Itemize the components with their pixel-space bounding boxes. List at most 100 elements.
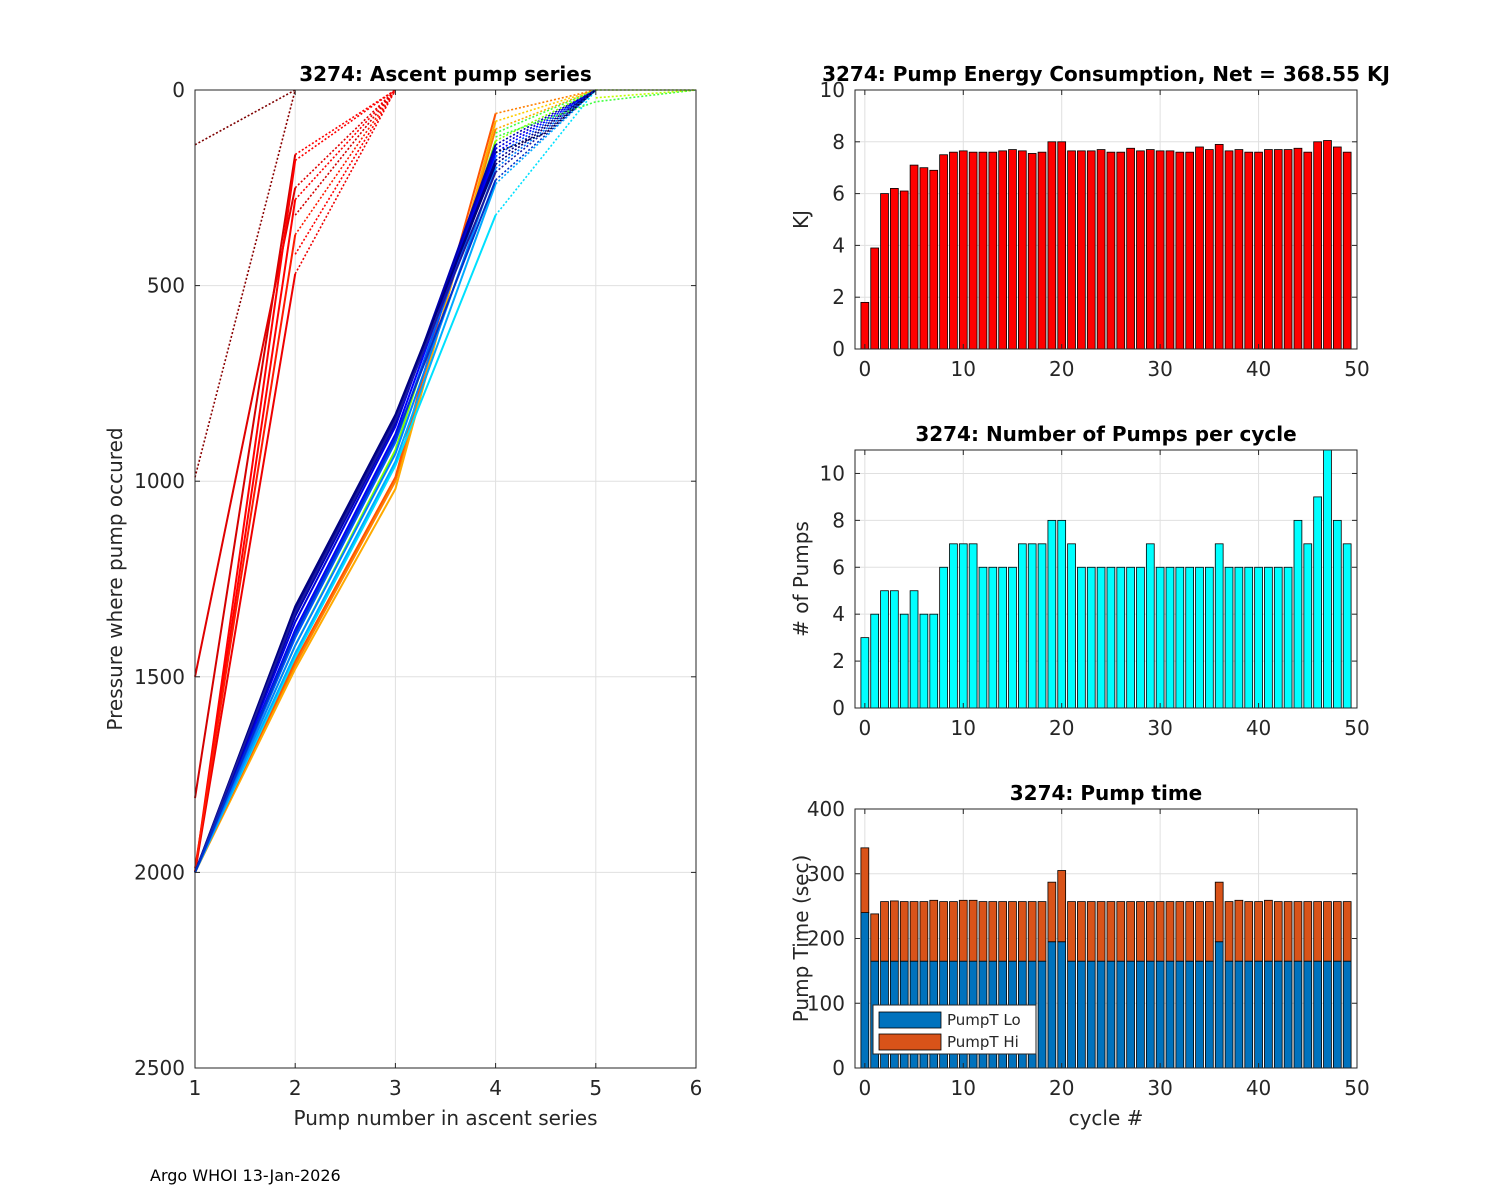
legend-swatch-hi [879,1034,941,1050]
bar [920,614,928,708]
y-tick-label: 2000 [134,860,185,884]
bar-lo [1068,961,1076,1068]
x-tick-label: 0 [858,1076,871,1100]
bar-hi [1068,902,1076,962]
bar [1333,520,1341,708]
bar-hi [1058,871,1066,942]
pump-count-bar-chart: 0 10 20 30 40 50 0 2 4 6 8 10 3274: Number of Pumps… [789,422,1370,740]
bar [1196,567,1204,708]
legend-label-hi: PumpT Hi [947,1033,1019,1051]
y-tick-label: 6 [832,182,845,206]
bar [1186,567,1194,708]
bar [1324,141,1332,349]
footer-credit: Argo WHOI 13-Jan-2026 [150,1166,341,1185]
chart-title: 3274: Pump time [1010,781,1202,805]
bar [1137,151,1145,349]
bar [1009,567,1017,708]
x-tick-label: 30 [1147,1076,1172,1100]
bar-hi [1343,902,1351,962]
grid-lines [195,90,696,1068]
bar [1225,151,1233,349]
bar [1156,151,1164,349]
bar [940,567,948,708]
bar-lo [1333,961,1341,1068]
y-tick-label: 6 [832,555,845,579]
x-tick-label: 1 [189,1076,202,1100]
bar-hi [989,902,997,962]
bar-hi [1264,900,1272,961]
bar [1205,567,1213,708]
bar [1058,142,1066,349]
bar [1068,544,1076,708]
y-tick-label: 2500 [134,1056,185,1080]
bar-hi [890,901,898,961]
bar [940,155,948,349]
y-axis-label: Pump Time (sec) [789,855,813,1023]
x-tick-label: 50 [1344,716,1369,740]
bar-hi [871,914,879,961]
bar [969,544,977,708]
x-tick-label: 30 [1147,357,1172,381]
bar-hi [1028,902,1036,962]
bar-lo [1314,961,1322,1068]
bar [1038,544,1046,708]
chart-title: 3274: Number of Pumps per cycle [915,422,1296,446]
bar [1107,567,1115,708]
bar [1018,151,1026,349]
x-tick-label: 20 [1049,1076,1074,1100]
x-tick-label: 0 [858,357,871,381]
bar-lo [1196,961,1204,1068]
bar [920,168,928,349]
bar [1127,148,1135,349]
y-tick-label: 0 [832,337,845,361]
bar [989,567,997,708]
bar-lo [1077,961,1085,1068]
bar-lo [1166,961,1174,1068]
x-tick-label: 0 [858,716,871,740]
bar-hi [1117,902,1125,962]
bar [1274,150,1282,349]
bar [979,152,987,349]
chart-title: 3274: Pump Energy Consumption, Net = 368… [822,62,1390,86]
bar-hi [1196,902,1204,962]
bar-lo [1097,961,1105,1068]
bar [881,194,889,349]
bar-lo [1225,961,1233,1068]
bar [1314,497,1322,708]
bar-hi [920,902,928,962]
bar [1117,152,1125,349]
x-tick-label: 10 [951,716,976,740]
x-axis-label: cycle # [1069,1106,1144,1130]
bar [979,567,987,708]
y-axis-label: Pressure where pump occured [103,427,127,730]
bar [1176,152,1184,349]
bar-lo [1127,961,1135,1068]
bar-lo [1058,942,1066,1068]
x-tick-label: 20 [1049,357,1074,381]
bar [1048,142,1056,349]
bar [890,591,898,708]
bar [949,152,957,349]
y-tick-label: 0 [172,78,185,102]
bar [949,544,957,708]
bar-lo [1343,961,1351,1068]
y-tick-label: 4 [832,233,845,257]
bar-lo [1235,961,1243,1068]
x-tick-label: 5 [589,1076,602,1100]
bar [1009,150,1017,349]
bar-hi [1137,902,1145,962]
bar [910,591,918,708]
bar-lo [1255,961,1263,1068]
bar [861,302,869,349]
bar [1245,567,1253,708]
bar [1028,153,1036,349]
bar [1077,151,1085,349]
bar [1235,567,1243,708]
chart-title: 3274: Ascent pump series [299,62,592,86]
bar [871,248,879,349]
bar-lo [1245,961,1253,1068]
bar [1146,150,1154,349]
bar-lo [1186,961,1194,1068]
bar [1176,567,1184,708]
bar-hi [1284,902,1292,962]
